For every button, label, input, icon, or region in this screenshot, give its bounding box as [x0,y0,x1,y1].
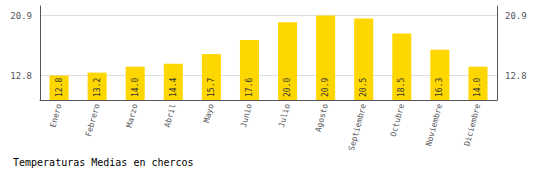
svg-text:13.2: 13.2 [93,78,102,97]
svg-text:20.0: 20.0 [283,78,292,97]
svg-text:Marzo: Marzo [125,103,140,129]
svg-text:20.9: 20.9 [321,78,330,97]
svg-text:12.8: 12.8 [10,71,32,81]
svg-text:Abril: Abril [163,103,178,129]
svg-text:Noviembre: Noviembre [424,103,444,147]
svg-text:Octubre: Octubre [389,103,406,138]
svg-text:14.0: 14.0 [131,78,140,97]
svg-text:Junio: Junio [239,103,254,129]
svg-text:15.7: 15.7 [207,78,216,97]
svg-text:Enero: Enero [48,103,63,129]
svg-text:16.3: 16.3 [435,78,444,97]
svg-text:20.9: 20.9 [10,11,32,21]
svg-text:20.9: 20.9 [505,11,527,21]
svg-text:Diciembre: Diciembre [462,103,482,147]
svg-text:20.5: 20.5 [359,78,368,97]
svg-text:12.8: 12.8 [505,71,527,81]
svg-text:14.0: 14.0 [473,78,482,97]
svg-text:Mayo: Mayo [202,103,216,124]
svg-text:Temperaturas Medias en chercos: Temperaturas Medias en chercos [13,157,194,168]
svg-text:12.8: 12.8 [55,78,64,97]
svg-text:Septiembre: Septiembre [347,103,368,152]
svg-text:18.5: 18.5 [397,78,406,97]
svg-text:17.6: 17.6 [245,78,254,97]
svg-text:14.4: 14.4 [169,78,178,97]
svg-text:Febrero: Febrero [84,103,101,138]
svg-text:Julio: Julio [277,103,292,129]
svg-text:Agosto: Agosto [314,103,330,133]
